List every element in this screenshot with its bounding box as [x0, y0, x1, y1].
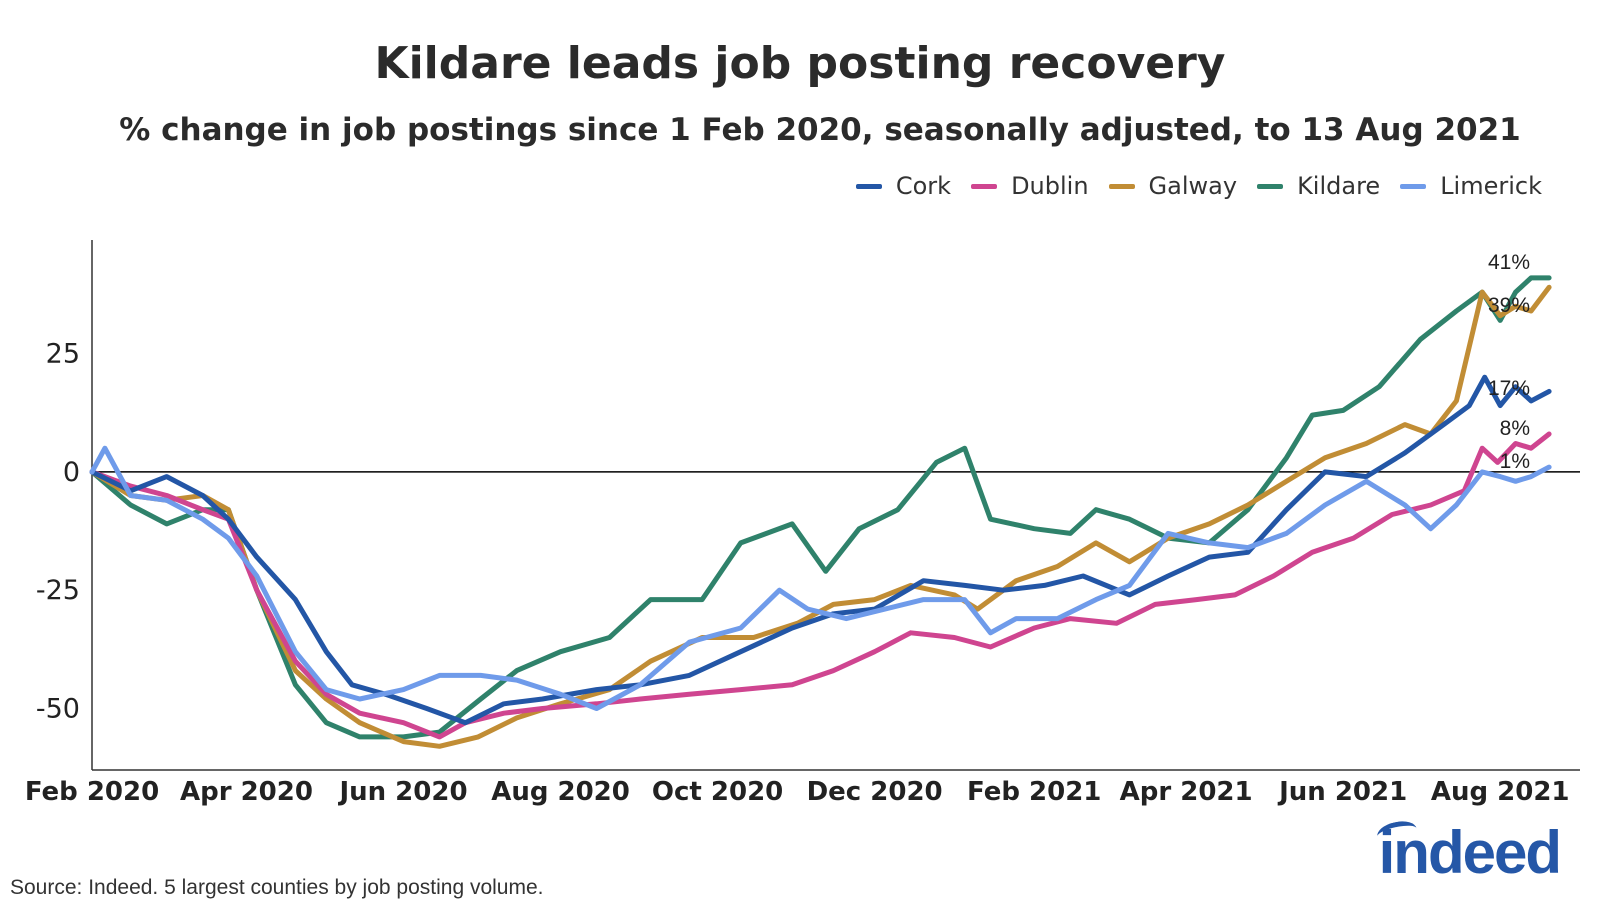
legend-swatch-dublin: [971, 183, 998, 189]
legend-item-dublin: Dublin: [971, 172, 1089, 200]
x-tick-label-jun-2020: Jun 2020: [337, 777, 467, 807]
legend-label-limerick: Limerick: [1440, 172, 1542, 200]
end-label-cork: 17%: [1488, 377, 1530, 400]
x-tick-label-feb-2020: Feb 2020: [25, 777, 159, 807]
y-tick-label-25: 25: [46, 339, 80, 370]
x-tick-label-apr-2021: Apr 2021: [1120, 777, 1253, 807]
source-note: Source: Indeed. 5 largest counties by jo…: [10, 876, 544, 899]
series-line-dublin: [89, 431, 1552, 740]
legend-label-cork: Cork: [895, 172, 952, 200]
legend-label-kildare: Kildare: [1297, 172, 1381, 200]
y-tick-label--50: -50: [36, 693, 80, 724]
end-label-dublin: 8%: [1500, 417, 1530, 440]
indeed-logo: indeed: [1374, 818, 1562, 887]
series-line-kildare: [89, 275, 1552, 740]
x-tick-label-oct-2020: Oct 2020: [652, 777, 783, 807]
legend-label-dublin: Dublin: [1011, 172, 1089, 200]
legend-item-kildare: Kildare: [1257, 172, 1380, 200]
legend-swatch-limerick: [1400, 183, 1427, 189]
end-label-limerick: 1%: [1500, 450, 1530, 473]
legend-swatch-kildare: [1257, 183, 1284, 189]
x-tick-label-feb-2021: Feb 2021: [967, 777, 1101, 807]
x-tick-label-jun-2021: Jun 2021: [1277, 777, 1407, 807]
x-tick-label-apr-2020: Apr 2020: [180, 777, 313, 807]
x-tick-label-dec-2020: Dec 2020: [807, 777, 943, 807]
x-tick-label-aug-2020: Aug 2020: [491, 777, 630, 807]
legend-item-limerick: Limerick: [1400, 172, 1542, 200]
y-tick-label--25: -25: [36, 575, 80, 606]
chart-title: Kildare leads job posting recovery: [374, 38, 1226, 89]
end-label-galway: 39%: [1488, 294, 1530, 317]
legend-swatch-cork: [855, 183, 882, 189]
legend-label-galway: Galway: [1148, 172, 1238, 200]
legend-item-galway: Galway: [1108, 172, 1238, 200]
legend-item-cork: Cork: [855, 172, 952, 200]
series-line-galway: [89, 284, 1552, 749]
y-tick-label-0: 0: [63, 457, 80, 488]
legend: Cork Dublin Galway Kildare Limerick: [855, 172, 1542, 200]
series-line-limerick: [89, 445, 1552, 711]
legend-swatch-galway: [1108, 183, 1135, 189]
chart-subtitle: % change in job postings since 1 Feb 202…: [119, 112, 1521, 148]
x-tick-label-aug-2021: Aug 2021: [1431, 777, 1570, 807]
end-label-kildare: 41%: [1488, 251, 1530, 274]
